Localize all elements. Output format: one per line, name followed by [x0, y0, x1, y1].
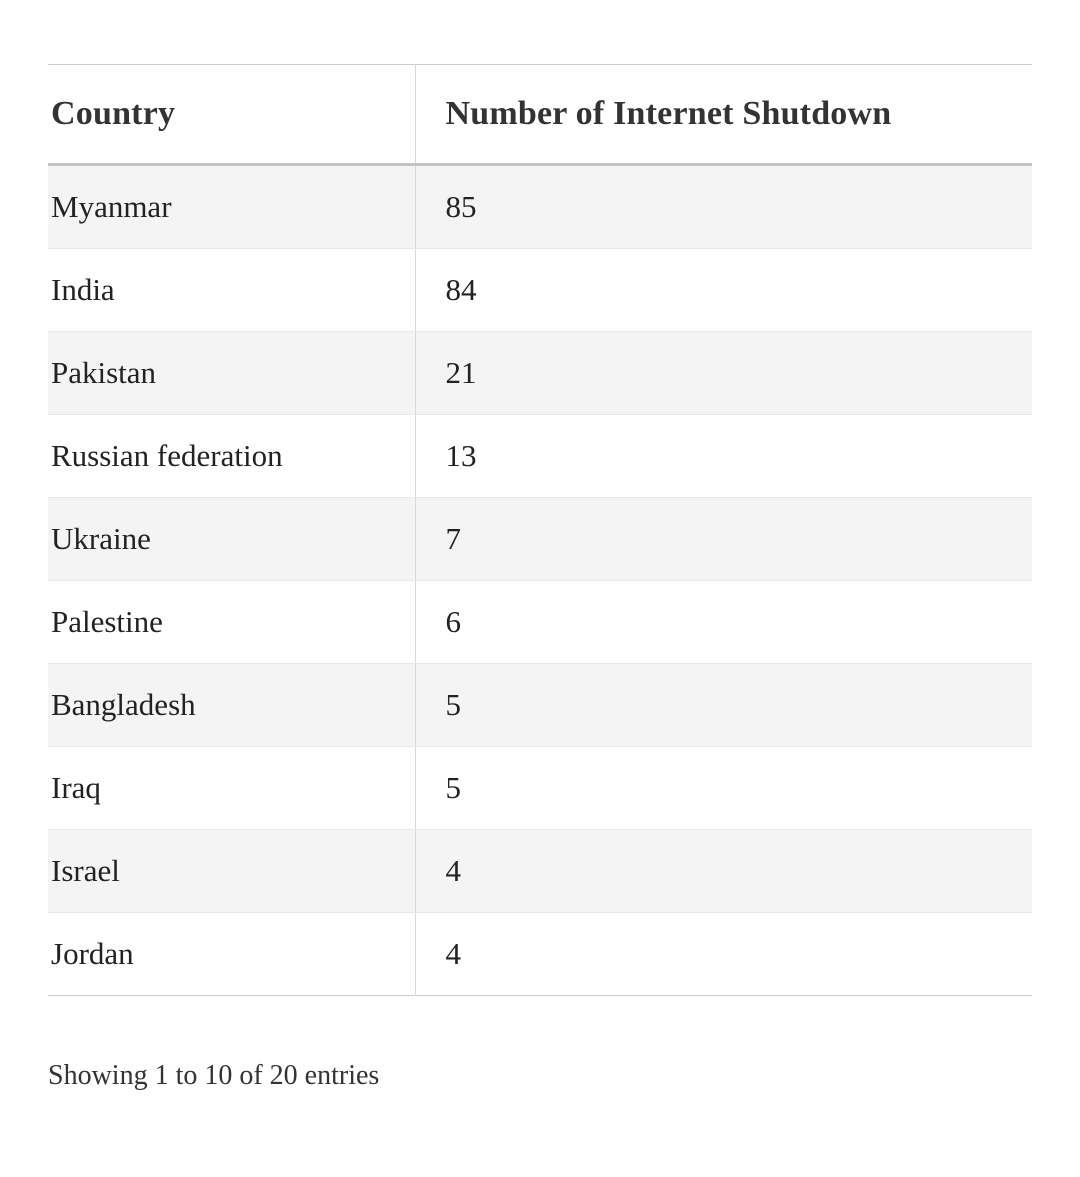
- column-header-country: Country: [48, 64, 415, 166]
- table-row: India 84: [48, 248, 1032, 332]
- country-cell: Iraq: [48, 746, 415, 830]
- country-cell: Ukraine: [48, 497, 415, 581]
- country-cell: Bangladesh: [48, 663, 415, 747]
- count-cell: 4: [414, 829, 1032, 913]
- table-row: Bangladesh 5: [48, 663, 1032, 747]
- count-cell: 6: [414, 580, 1032, 664]
- internet-shutdown-table: Country Number of Internet Shutdown Myan…: [48, 64, 1032, 996]
- country-cell: Israel: [48, 829, 415, 913]
- table-row: Israel 4: [48, 829, 1032, 913]
- count-cell: 21: [414, 331, 1032, 415]
- count-cell: 7: [414, 497, 1032, 581]
- table-row: Palestine 6: [48, 580, 1032, 664]
- country-cell: India: [48, 248, 415, 332]
- entries-status: Showing 1 to 10 of 20 entries: [48, 1060, 380, 1091]
- table-row: Russian federation 13: [48, 414, 1032, 498]
- count-cell: 5: [414, 663, 1032, 747]
- table-row: Jordan 4: [48, 912, 1032, 996]
- table-head: Country Number of Internet Shutdown: [48, 64, 1032, 166]
- country-cell: Russian federation: [48, 414, 415, 498]
- table-body: Myanmar 85 India 84 Pakistan 21 Russian …: [48, 164, 1032, 996]
- count-cell: 84: [414, 248, 1032, 332]
- count-cell: 85: [414, 164, 1032, 249]
- count-cell: 4: [414, 912, 1032, 996]
- country-cell: Palestine: [48, 580, 415, 664]
- column-header-shutdowns: Number of Internet Shutdown: [414, 64, 1032, 166]
- country-cell: Myanmar: [48, 164, 415, 249]
- country-cell: Pakistan: [48, 331, 415, 415]
- table-row: Ukraine 7: [48, 497, 1032, 581]
- count-cell: 5: [414, 746, 1032, 830]
- table-row: Iraq 5: [48, 746, 1032, 830]
- table-row: Myanmar 85: [48, 164, 1032, 249]
- country-cell: Jordan: [51, 936, 134, 971]
- table-header-row: Country Number of Internet Shutdown: [48, 64, 1032, 166]
- page: Country Number of Internet Shutdown Myan…: [48, 64, 1032, 1091]
- table-row: Pakistan 21: [48, 331, 1032, 415]
- count-cell: 13: [414, 414, 1032, 498]
